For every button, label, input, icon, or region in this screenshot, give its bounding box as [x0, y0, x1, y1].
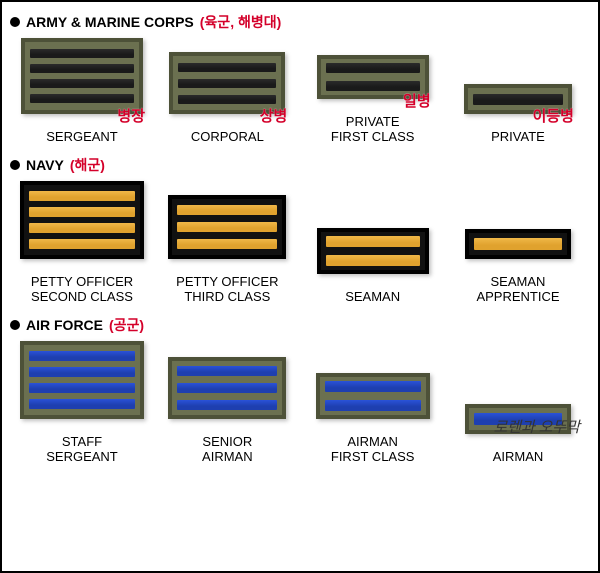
rank-en-label: SERGEANT: [46, 130, 118, 145]
bars-container: [469, 233, 567, 255]
branch-name-kr: (육군, 해병대): [200, 12, 282, 32]
rank-patch: 일병: [317, 55, 429, 99]
rank-patch: [168, 357, 286, 419]
branch-name-kr: (해군): [70, 155, 105, 175]
rank-bar: [177, 400, 277, 410]
rank-bar: [177, 366, 277, 376]
rank-patch: [168, 195, 286, 259]
bars-container: [24, 185, 140, 255]
rank-en-label: SENIOR AIRMAN: [202, 435, 253, 465]
bars-container: [321, 232, 425, 270]
rank-cell: STAFF SERGEANT: [12, 341, 152, 465]
rank-bar: [178, 79, 276, 88]
rank-bar: [474, 238, 562, 250]
rank-kr-label: 병장: [117, 105, 145, 126]
rank-patch: [317, 228, 429, 274]
rank-patch: [465, 229, 571, 259]
bars-container: [25, 42, 139, 110]
rank-bar: [30, 49, 134, 58]
rank-cell: PETTY OFFICER THIRD CLASS: [157, 195, 297, 305]
bars-container: [173, 56, 281, 110]
rank-bar: [325, 381, 421, 392]
rank-cell: PETTY OFFICER SECOND CLASS: [12, 181, 152, 305]
branch-name-kr: (공군): [109, 315, 144, 335]
rank-en-label: SEAMAN APPRENTICE: [476, 275, 559, 305]
rank-bar: [473, 94, 563, 105]
rank-en-label: STAFF SERGEANT: [46, 435, 118, 465]
branch-name-en: ARMY & MARINE CORPS: [26, 14, 194, 30]
bars-container: [172, 361, 282, 415]
rank-cell: SEAMAN APPRENTICE: [448, 229, 588, 305]
bars-container: [24, 345, 140, 415]
branch-name-en: AIR FORCE: [26, 317, 103, 333]
rank-bar: [29, 239, 135, 249]
rank-patch: 이등병: [464, 84, 572, 114]
rank-row: STAFF SERGEANT SENIOR AIRMAN AIRMAN FIRST …: [10, 341, 590, 465]
rank-chart: ARMY & MARINE CORPS (육군, 해병대) 병장 SERGEANT 상병…: [10, 12, 590, 465]
rank-patch: 병장: [21, 38, 143, 114]
rank-bar: [177, 222, 277, 232]
rank-patch: [316, 373, 430, 419]
bars-container: [172, 199, 282, 255]
rank-cell: SEAMAN: [303, 228, 443, 305]
bullet-icon: [10, 160, 20, 170]
section-header: ARMY & MARINE CORPS (육군, 해병대): [10, 12, 590, 32]
rank-row: PETTY OFFICER SECOND CLASS PETTY OFFICER …: [10, 181, 590, 305]
rank-row: 병장 SERGEANT 상병 CORPORAL 일병 PRIVATE FIRST CLAS…: [10, 38, 590, 145]
rank-kr-label: 상병: [260, 105, 288, 126]
rank-en-label: AIRMAN FIRST CLASS: [331, 435, 415, 465]
rank-bar: [30, 94, 134, 103]
rank-cell: 상병 CORPORAL: [157, 52, 297, 145]
rank-bar: [29, 223, 135, 233]
branch-name-en: NAVY: [26, 157, 64, 173]
rank-bar: [30, 64, 134, 73]
rank-en-label: PETTY OFFICER SECOND CLASS: [31, 275, 133, 305]
rank-bar: [325, 400, 421, 411]
bars-container: [320, 377, 426, 415]
rank-bar: [29, 351, 135, 361]
rank-bar: [177, 205, 277, 215]
section-header: NAVY (해군): [10, 155, 590, 175]
rank-en-label: AIRMAN: [493, 450, 544, 465]
rank-bar: [29, 367, 135, 377]
rank-bar: [29, 207, 135, 217]
rank-cell: AIRMAN FIRST CLASS: [303, 373, 443, 465]
rank-bar: [30, 79, 134, 88]
rank-en-label: PETTY OFFICER THIRD CLASS: [176, 275, 278, 305]
rank-bar: [29, 191, 135, 201]
rank-en-label: PRIVATE: [491, 130, 545, 145]
rank-bar: [326, 255, 420, 266]
rank-bar: [178, 95, 276, 104]
rank-bar: [29, 383, 135, 393]
rank-cell: 병장 SERGEANT: [12, 38, 152, 145]
watermark-text: 로렌과 오뚜막: [493, 416, 580, 437]
rank-cell: SENIOR AIRMAN: [157, 357, 297, 465]
rank-bar: [326, 63, 420, 73]
section-header: AIR FORCE (공군): [10, 315, 590, 335]
rank-bar: [178, 63, 276, 72]
rank-en-label: SEAMAN: [345, 290, 400, 305]
rank-patch: [20, 181, 144, 259]
bullet-icon: [10, 320, 20, 330]
rank-bar: [29, 399, 135, 409]
rank-bar: [177, 383, 277, 393]
rank-en-label: PRIVATE FIRST CLASS: [331, 115, 415, 145]
rank-cell: 이등병 PRIVATE: [448, 84, 588, 145]
rank-cell: 일병 PRIVATE FIRST CLASS: [303, 55, 443, 145]
bullet-icon: [10, 17, 20, 27]
rank-bar: [326, 236, 420, 247]
rank-patch: [20, 341, 144, 419]
rank-kr-label: 이등병: [533, 105, 574, 126]
rank-bar: [177, 239, 277, 249]
rank-kr-label: 일병: [403, 90, 431, 111]
rank-patch: 상병: [169, 52, 285, 114]
rank-en-label: CORPORAL: [191, 130, 264, 145]
